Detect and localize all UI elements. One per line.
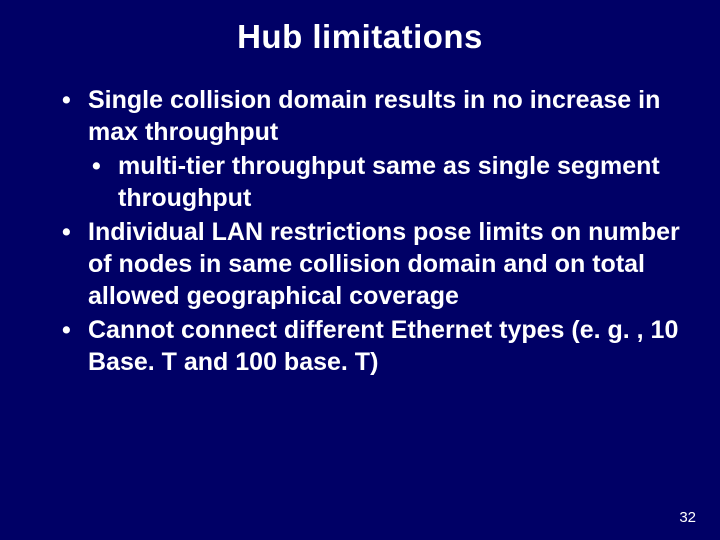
slide: Hub limitations Single collision domain …: [0, 0, 720, 540]
bullet-text: Single collision domain results in no in…: [88, 86, 660, 146]
list-item: Single collision domain results in no in…: [58, 84, 680, 214]
page-number: 32: [679, 509, 696, 526]
list-item: multi-tier throughput same as single seg…: [88, 150, 680, 214]
bullet-text: multi-tier throughput same as single seg…: [118, 152, 660, 212]
bullet-text: Cannot connect different Ethernet types …: [88, 316, 678, 376]
sub-bullet-list: multi-tier throughput same as single seg…: [88, 150, 680, 214]
bullet-list: Single collision domain results in no in…: [58, 84, 680, 378]
list-item: Individual LAN restrictions pose limits …: [58, 216, 680, 312]
bullet-text: Individual LAN restrictions pose limits …: [88, 218, 680, 310]
slide-title: Hub limitations: [30, 18, 690, 56]
slide-content: Single collision domain results in no in…: [30, 84, 690, 378]
list-item: Cannot connect different Ethernet types …: [58, 314, 680, 378]
